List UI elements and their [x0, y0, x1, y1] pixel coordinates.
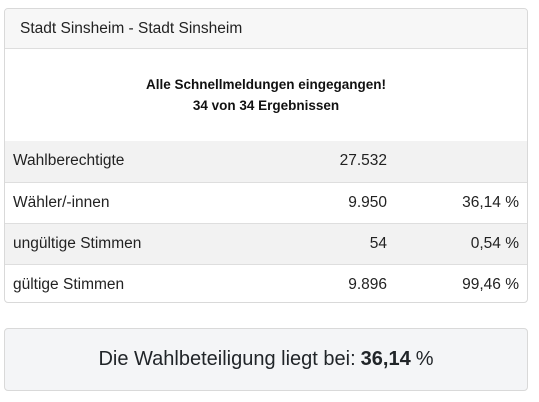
turnout-unit: %	[415, 348, 434, 370]
row-count: 9.896	[267, 263, 387, 302]
card-header: Stadt Sinsheim - Stadt Sinsheim	[5, 9, 527, 49]
row-label: gültige Stimmen	[5, 263, 267, 302]
row-label: Wahlberechtigte	[13, 152, 125, 170]
row-percent	[387, 141, 527, 182]
row-percent: 0,54 %	[387, 222, 527, 264]
row-count: 9.950	[267, 181, 387, 223]
status-message: Alle Schnellmeldungen eingegangen!	[145, 77, 387, 92]
status-results-count: 34 von 34 Ergebnissen	[192, 98, 340, 113]
table-row-wahlberechtigte: Wahlberechtigte 27.532	[5, 141, 527, 182]
table-row-ungueltige-stimmen: ungültige Stimmen 54 0,54 %	[5, 222, 527, 264]
results-card: Stadt Sinsheim - Stadt Sinsheim Alle Sch…	[4, 8, 528, 303]
turnout-text: Die Wahlbeteiligung liegt bei:	[98, 348, 356, 370]
row-label: ungültige Stimmen	[5, 222, 267, 264]
row-count: 54	[267, 222, 387, 264]
table-row-gueltige-stimmen: gültige Stimmen 9.896 99,46 %	[5, 263, 527, 302]
table-row-waehler: Wähler/-innen 9.950 36,14 %	[5, 181, 527, 223]
turnout-value: 36,14	[360, 348, 411, 370]
row-label: Wähler/-innen	[5, 181, 267, 223]
reporting-status: Alle Schnellmeldungen eingegangen! 34 vo…	[5, 49, 527, 141]
row-count: 27.532	[339, 152, 387, 170]
results-table: Wahlberechtigte 27.532 Wähler/-innen 9.9…	[5, 141, 527, 302]
row-percent: 36,14 %	[387, 181, 527, 223]
row-percent: 99,46 %	[387, 263, 527, 302]
turnout-summary: Die Wahlbeteiligung liegt bei: 36,14 %	[4, 328, 528, 391]
card-title: Stadt Sinsheim - Stadt Sinsheim	[20, 19, 243, 37]
